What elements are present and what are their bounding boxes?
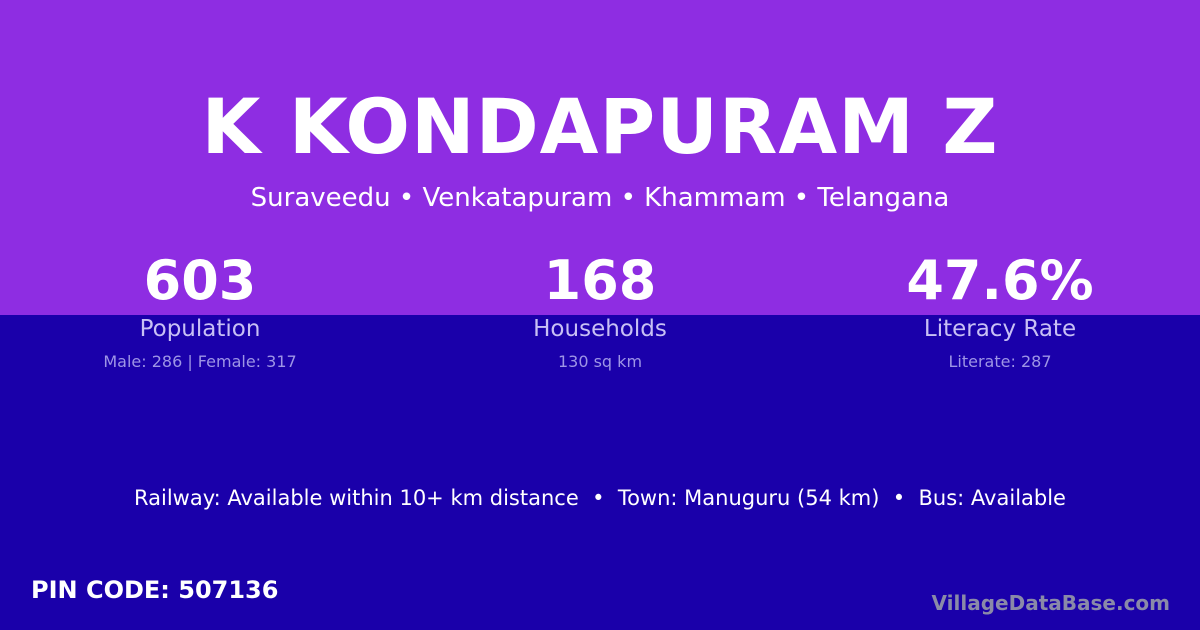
stat-literacy: 47.6% Literacy Rate Literate: 287 xyxy=(800,249,1200,372)
location-breadcrumb: Suraveedu • Venkatapuram • Khammam • Tel… xyxy=(250,183,950,213)
brand-logo: VillageDataBase.com xyxy=(931,591,1170,615)
stat-label: Population xyxy=(139,316,261,342)
stat-label: Literacy Rate xyxy=(923,316,1077,342)
stat-detail: Male: 286 | Female: 317 xyxy=(103,352,297,371)
stat-households: 168 Households 130 sq km xyxy=(400,249,800,372)
village-title: K KONDAPURAM Z xyxy=(201,82,999,171)
stat-population: 603 Population Male: 286 | Female: 317 xyxy=(0,249,400,372)
stat-value: 603 xyxy=(143,249,257,312)
stat-value: 168 xyxy=(543,249,657,312)
body-background xyxy=(0,315,1200,630)
stat-detail: 130 sq km xyxy=(557,352,643,371)
pin-code: PIN CODE: 507136 xyxy=(31,576,279,604)
stat-label: Households xyxy=(533,316,667,342)
connectivity-info: Railway: Available within 10+ km distanc… xyxy=(134,486,1066,510)
stat-detail: Literate: 287 xyxy=(948,352,1052,371)
header-background xyxy=(0,0,1200,315)
stat-value: 47.6% xyxy=(906,249,1094,312)
